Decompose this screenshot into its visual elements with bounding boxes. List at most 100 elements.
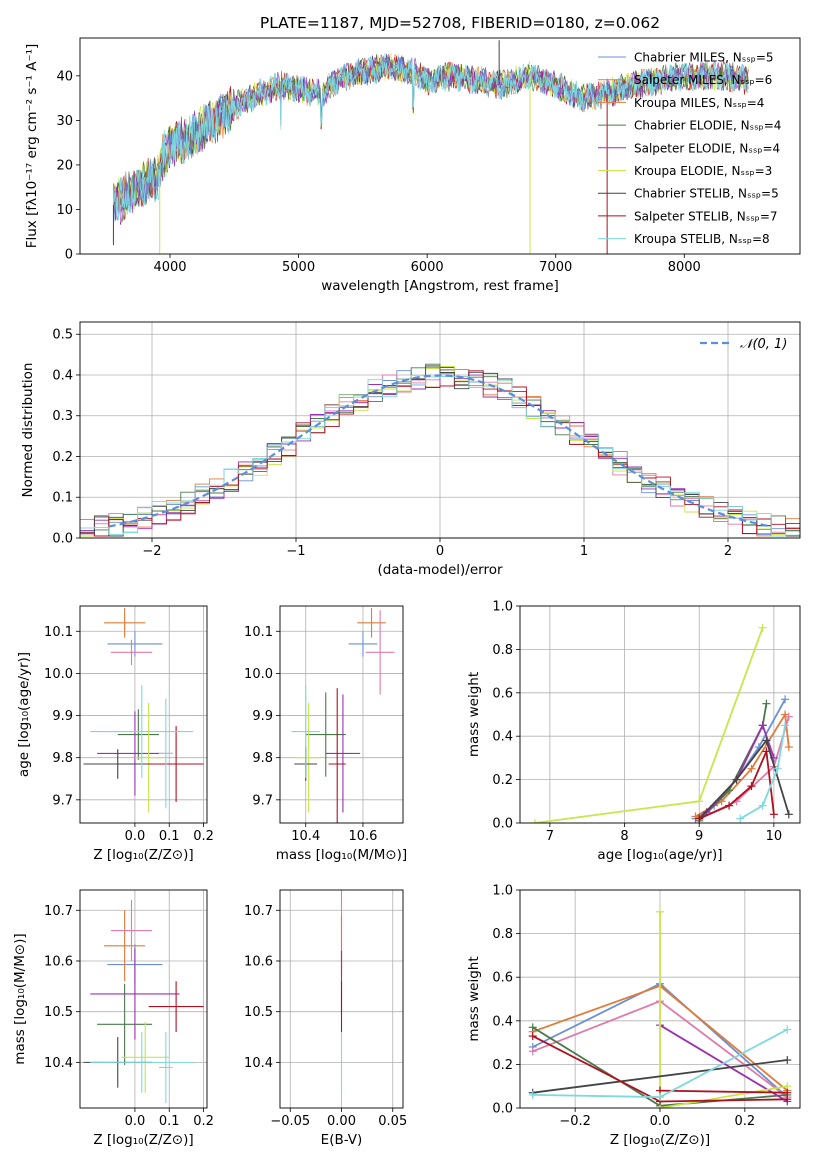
y-tick-label: 9.7 <box>252 793 273 808</box>
series-line <box>659 1089 788 1094</box>
series-marker <box>691 812 700 821</box>
y-axis-label: age [log₁₀(age/yr)] <box>16 652 32 777</box>
plot-area <box>83 900 204 1103</box>
series-marker <box>528 1090 537 1099</box>
y-tick-label: 10 <box>56 203 73 218</box>
error-bar-point <box>110 639 153 665</box>
error-bar-point <box>90 948 180 1040</box>
series-marker <box>656 907 664 916</box>
series-marker <box>783 1088 792 1097</box>
x-tick-label: 8000 <box>668 260 701 275</box>
y-tick-label: 0.4 <box>52 368 73 383</box>
x-axis-label: age [log₁₀(age/yr)] <box>597 847 722 863</box>
y-axis-label: Normed distribution <box>20 363 36 498</box>
series-marker <box>528 1032 537 1041</box>
legend: 𝒩(0, 1) <box>700 337 787 352</box>
spectrum-line <box>113 54 749 222</box>
x-tick-label: −1 <box>286 544 305 559</box>
x-axis-label: Z [log₁₀(Z/Z⊙)] <box>93 847 193 863</box>
x-axis-label: (data-model)/error <box>377 562 503 578</box>
error-bar-point <box>121 1021 170 1093</box>
legend-label: Chabrier MILES, Nₛₛₚ=5 <box>634 51 774 65</box>
x-tick-label: 2 <box>724 544 732 559</box>
y-tick-label: 0.2 <box>492 773 513 788</box>
y-tick-label: 9.8 <box>252 751 273 766</box>
x-tick-label: 8 <box>620 829 628 844</box>
chart-residuals: −2 −1 0 1 2 0.0 0.1 0.2 0.3 0.4 0.5 (data-model)/er… <box>20 321 801 578</box>
y-axis-label: mass weight <box>466 956 482 1041</box>
error-bar-point <box>148 726 204 802</box>
y-tick-label: 0.0 <box>492 1102 513 1117</box>
y-tick-label: 30 <box>56 114 73 129</box>
error-bar-point <box>158 698 173 809</box>
x-tick-label: 10 <box>766 829 783 844</box>
error-bar-point <box>148 981 204 1032</box>
x-tick-label: −0.2 <box>559 1114 591 1129</box>
x-tick-label: 1 <box>580 544 588 559</box>
series-marker <box>695 814 704 823</box>
chart-title: PLATE=1187, MJD=52708, FIBERID=0180, z=0… <box>260 14 660 32</box>
axes-frame <box>79 605 208 824</box>
error-bar-point <box>158 1031 173 1103</box>
y-tick-label: 10.1 <box>244 625 273 640</box>
y-tick-label: 0.2 <box>492 1058 513 1073</box>
y-tick-label: 0.1 <box>52 491 73 506</box>
series-marker <box>656 1093 664 1102</box>
y-axis-label: Flux [fλ10⁻¹⁷ erg cm⁻² s⁻¹ A⁻¹] <box>24 44 40 249</box>
series-marker <box>528 1047 537 1056</box>
x-tick-label: 0.2 <box>193 1114 214 1129</box>
legend-label: Kroupa STELIB, Nₛₛₚ=8 <box>634 232 770 246</box>
series-marker <box>784 712 793 721</box>
series-marker <box>762 736 771 745</box>
legend-label: Chabrier STELIB, Nₛₛₚ=5 <box>634 187 779 201</box>
error-bar-point <box>365 610 395 695</box>
x-tick-label: 7 <box>546 829 554 844</box>
error-bar-point <box>328 688 346 823</box>
y-tick-label: 9.9 <box>252 709 273 724</box>
chart-mass_vs_ebv: −0.05 0.00 0.05 10.4 10.5 10.6 10.7 E(B-V) <box>244 889 407 1148</box>
x-tick-label: 0.1 <box>159 1114 180 1129</box>
y-tick-label: 10.0 <box>44 667 73 682</box>
legend-label: Kroupa MILES, Nₛₛₚ=4 <box>634 96 764 110</box>
y-tick-label: 9.7 <box>52 793 73 808</box>
series-marker <box>725 801 734 810</box>
series-marker <box>695 797 704 806</box>
x-axis-label: wavelength [Angstrom, rest frame] <box>321 278 559 294</box>
series-marker <box>784 810 793 819</box>
series-marker <box>762 747 771 756</box>
axes-frame <box>79 889 208 1109</box>
x-tick-label: 0.0 <box>650 1114 671 1129</box>
plot-area <box>83 608 204 813</box>
y-tick-label: 10.6 <box>244 954 273 969</box>
error-bar-point <box>90 685 194 778</box>
x-tick-label: 0.05 <box>378 1114 407 1129</box>
error-bar-point <box>297 702 321 813</box>
x-tick-label: −2 <box>142 544 161 559</box>
y-tick-label: 10.1 <box>44 625 73 640</box>
legend-label: 𝒩(0, 1) <box>740 337 787 352</box>
x-tick-label: 0.2 <box>193 829 214 844</box>
chart-mass_vs_Z: 0.0 0.1 0.2 10.4 10.5 10.6 10.7 Z [log₁₀(Z/Z⊙)]… <box>12 889 214 1148</box>
x-tick-label: 7000 <box>539 260 572 275</box>
series-marker <box>528 1023 537 1032</box>
x-tick-label: 0 <box>436 544 444 559</box>
error-bar-point <box>348 631 378 657</box>
series-marker <box>758 801 767 810</box>
series-marker <box>773 764 782 773</box>
plot-area <box>291 608 395 823</box>
series-line <box>532 1059 788 1094</box>
legend-label: Salpeter ELODIE, Nₛₛₚ=4 <box>634 141 780 155</box>
histogram-step <box>80 370 800 538</box>
x-tick-label: 6000 <box>411 260 444 275</box>
error-bar-point <box>134 702 163 813</box>
series-marker <box>747 782 756 791</box>
spectrum-line <box>112 55 749 220</box>
y-tick-label: 10.4 <box>244 1056 273 1071</box>
series-marker <box>732 775 741 784</box>
series-line <box>698 738 790 820</box>
y-tick-label: 9.9 <box>52 709 73 724</box>
x-axis-label: mass [log₁₀(M/M⊙)] <box>276 847 407 863</box>
error-bar-point <box>110 900 153 961</box>
y-tick-label: 10.6 <box>44 954 73 969</box>
x-tick-label: 4000 <box>153 260 186 275</box>
